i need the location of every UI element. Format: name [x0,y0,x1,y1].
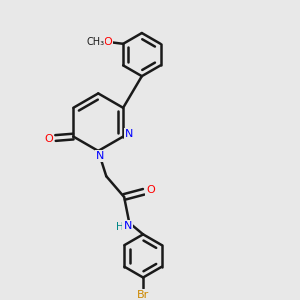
Text: N: N [95,151,104,161]
Text: H: H [116,222,124,232]
Text: N: N [123,221,132,231]
Text: N: N [125,129,134,139]
Text: O: O [103,38,112,47]
Text: O: O [45,134,53,144]
Text: CH₃: CH₃ [86,38,105,47]
Text: Br: Br [137,290,149,300]
Text: O: O [146,185,155,195]
